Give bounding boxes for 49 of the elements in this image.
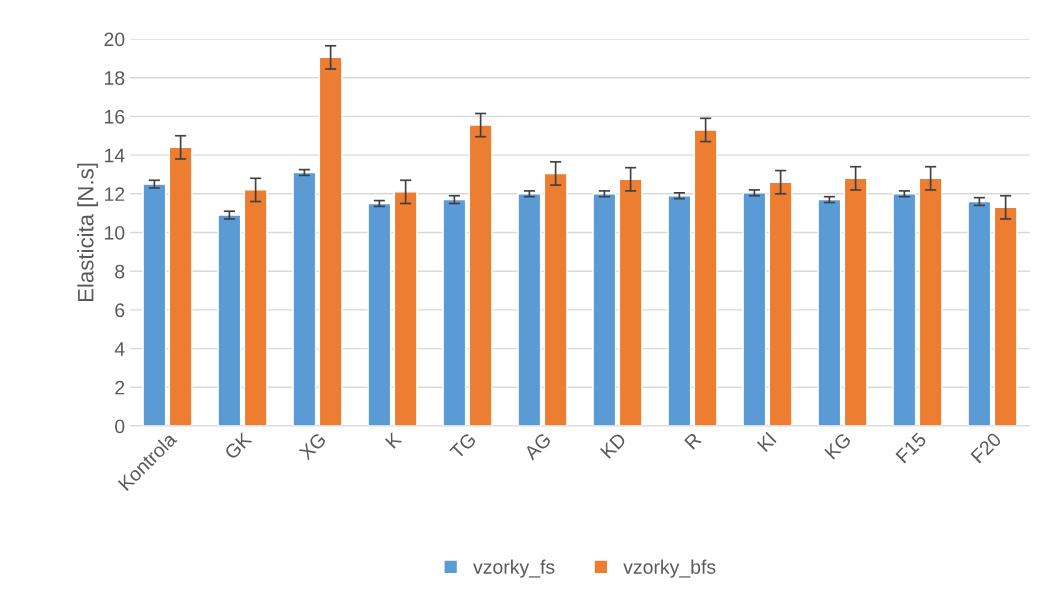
bar xyxy=(618,178,643,426)
x-tick-label: KG xyxy=(824,432,852,460)
bar xyxy=(543,172,568,426)
x-tick-label: F15 xyxy=(895,431,928,464)
bar xyxy=(768,181,793,426)
x-tick-label: KD xyxy=(600,432,627,459)
bar xyxy=(243,189,268,426)
bar xyxy=(993,206,1018,426)
y-tick-label: 8 xyxy=(115,264,125,279)
y-tick-label: 10 xyxy=(105,225,125,240)
y-tick-label: 6 xyxy=(115,303,125,318)
bar xyxy=(843,177,868,426)
y-tick-label: 0 xyxy=(115,419,125,434)
bar xyxy=(292,171,317,426)
x-tick-label: XG xyxy=(298,432,327,461)
y-tick-label: 4 xyxy=(114,342,125,356)
y-tick-label: 16 xyxy=(105,109,125,124)
x-tick-label: TG xyxy=(449,432,477,460)
bar xyxy=(367,202,392,426)
bar xyxy=(817,198,842,426)
bar xyxy=(918,177,943,426)
y-tick-label: 18 xyxy=(105,71,125,85)
bar xyxy=(217,214,242,426)
y-tick-label: 14 xyxy=(105,148,125,163)
x-tick-label: K xyxy=(384,431,403,449)
x-tick-label: GK xyxy=(223,431,253,461)
x-tick-label: R xyxy=(684,432,702,450)
x-tick-label: F20 xyxy=(970,431,1003,464)
y-tick-label: 12 xyxy=(105,187,125,201)
y-tick-label: 2 xyxy=(115,380,125,395)
bar xyxy=(318,56,343,426)
bar xyxy=(142,183,167,426)
bar xyxy=(967,200,992,426)
x-tick-label: Kl xyxy=(756,431,777,452)
y-axis-title: Elasticita [N.s] xyxy=(77,163,98,302)
bar xyxy=(168,146,193,426)
bar xyxy=(892,193,917,426)
bar xyxy=(468,124,493,426)
legend-label: vzorky_bfs xyxy=(623,559,716,578)
bar xyxy=(693,129,718,426)
x-tick-label: AG xyxy=(523,432,552,461)
bar xyxy=(442,198,467,426)
bar xyxy=(393,191,418,426)
y-tick-label: 20 xyxy=(104,32,125,47)
bar xyxy=(517,193,542,426)
bar xyxy=(742,192,767,426)
bar xyxy=(667,195,692,426)
legend-label: vzorky_fs xyxy=(473,559,555,578)
bar xyxy=(592,193,617,426)
